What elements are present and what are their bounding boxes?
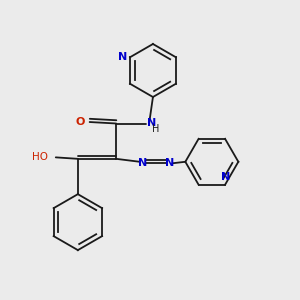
Text: HO: HO	[32, 152, 48, 162]
Text: N: N	[164, 158, 174, 168]
Text: N: N	[138, 158, 147, 168]
Text: N: N	[118, 52, 127, 62]
Text: N: N	[221, 172, 230, 182]
Text: O: O	[76, 117, 85, 127]
Text: H: H	[152, 124, 159, 134]
Text: N: N	[147, 118, 156, 128]
